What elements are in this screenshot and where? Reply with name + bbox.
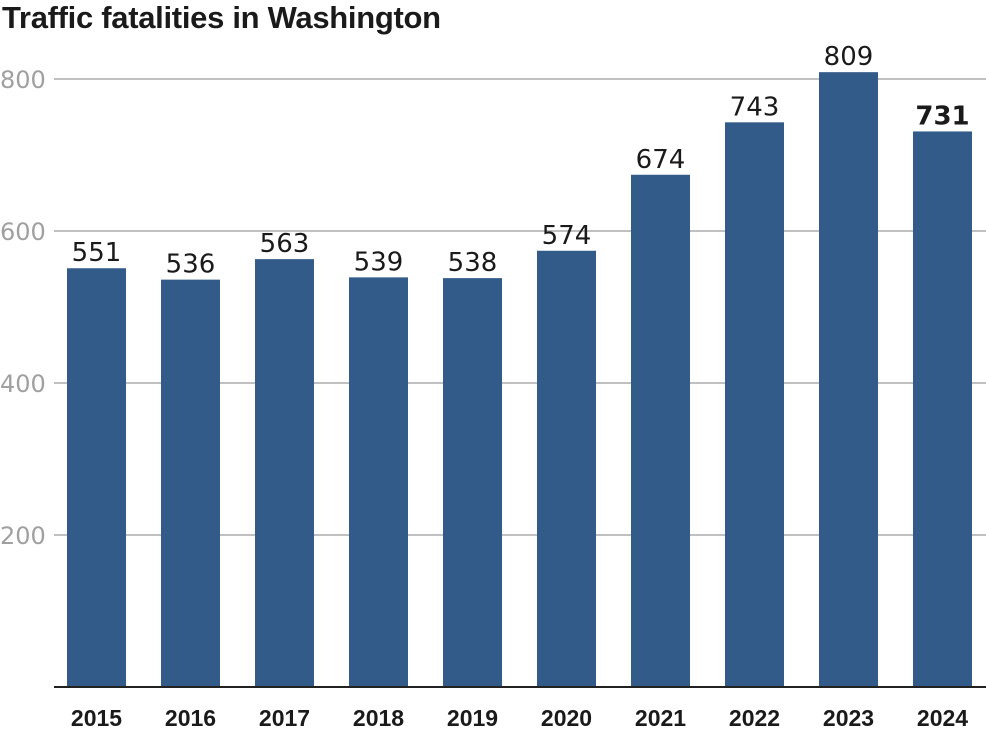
data-label-2017: 563 <box>260 229 310 259</box>
x-tick-label-2023: 2023 <box>823 705 874 731</box>
data-label-2023: 809 <box>824 42 874 72</box>
data-label-2024: 731 <box>915 101 969 131</box>
y-tick-label: 400 <box>0 370 46 398</box>
bar-2023 <box>819 72 878 687</box>
data-label-2019: 538 <box>448 248 498 278</box>
data-label-2022: 743 <box>730 92 780 122</box>
bar-2018 <box>349 277 408 687</box>
x-tick-label-2020: 2020 <box>541 705 592 731</box>
bar-2020 <box>537 250 596 687</box>
bar-2022 <box>725 122 784 687</box>
data-label-2021: 674 <box>636 145 686 175</box>
x-tick-label-2018: 2018 <box>353 705 404 731</box>
bar-2019 <box>443 278 502 687</box>
x-tick-label-2015: 2015 <box>71 705 122 731</box>
x-tick-label-2021: 2021 <box>635 705 686 731</box>
bar-2024 <box>913 131 972 687</box>
x-tick-label-2024: 2024 <box>917 705 968 731</box>
y-tick-label: 800 <box>0 66 46 94</box>
bar-2016 <box>161 279 220 687</box>
y-tick-label: 600 <box>0 218 46 246</box>
x-tick-label-2019: 2019 <box>447 705 498 731</box>
x-tick-label-2016: 2016 <box>165 705 216 731</box>
x-tick-label-2017: 2017 <box>259 705 310 731</box>
data-label-2015: 551 <box>72 238 122 268</box>
data-label-2016: 536 <box>166 250 216 280</box>
x-tick-label-2022: 2022 <box>729 705 780 731</box>
chart-title: Traffic fatalities in Washington <box>2 0 441 35</box>
bar-2017 <box>255 259 314 687</box>
y-tick-label: 200 <box>0 522 46 550</box>
data-label-2020: 574 <box>542 221 592 251</box>
bar-2021 <box>631 174 690 687</box>
data-label-2018: 539 <box>354 247 404 277</box>
bar-2015 <box>67 268 126 687</box>
